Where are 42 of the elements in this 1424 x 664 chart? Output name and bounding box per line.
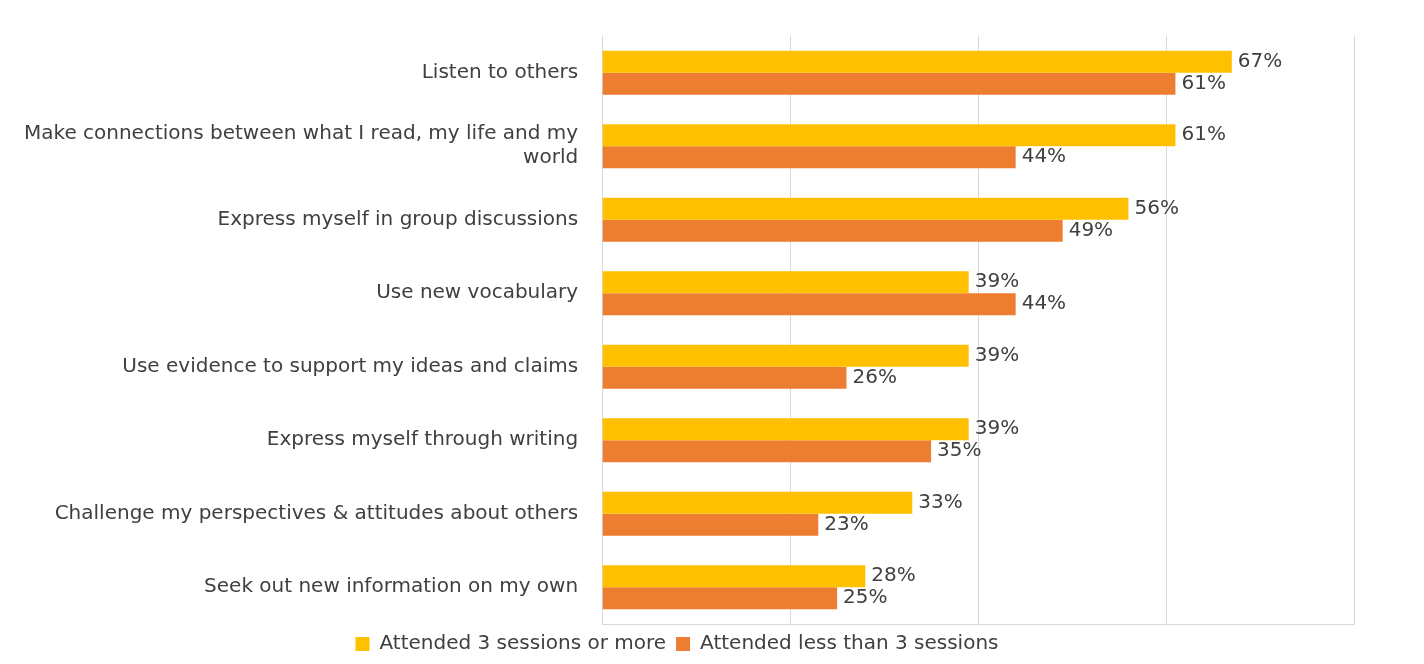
bar <box>602 50 1232 73</box>
bar <box>602 491 913 514</box>
data-label: 33% <box>918 488 963 513</box>
data-label: 39% <box>974 415 1020 440</box>
data-label: 56% <box>1134 194 1179 219</box>
data-label: 23% <box>824 510 869 535</box>
data-label: 39% <box>974 268 1020 293</box>
data-label: 49% <box>1068 216 1114 241</box>
bar <box>602 565 866 588</box>
bar <box>602 513 819 536</box>
bar <box>602 440 932 463</box>
bar <box>602 293 1016 316</box>
bar <box>602 197 1129 220</box>
bar <box>602 146 1016 169</box>
data-label: 35% <box>937 437 982 462</box>
data-label: 39% <box>974 341 1020 366</box>
data-label: 26% <box>852 363 897 388</box>
bar <box>602 366 847 389</box>
bar <box>602 418 969 441</box>
data-label: 28% <box>871 562 916 587</box>
y-tick-label: Listen to others <box>421 58 579 83</box>
bar <box>602 271 969 294</box>
data-label: 44% <box>1021 143 1067 168</box>
y-tick-label: Express myself in group discussions <box>217 205 579 230</box>
y-tick-label: Challenge my perspectives & attitudes about others <box>54 499 579 524</box>
y-tick-label: Use evidence to support my ideas and claims <box>122 352 579 377</box>
bar <box>602 219 1063 242</box>
y-tick-label: Make connections between what I read, my life and my world <box>23 120 579 169</box>
y-tick-label: Seek out new information on my own <box>204 573 579 598</box>
bar <box>602 344 969 367</box>
legend-label: Attended 3 sessions or more <box>379 630 667 655</box>
bar <box>602 587 838 610</box>
data-label: 25% <box>843 584 888 609</box>
y-tick-label: Use new vocabulary <box>376 279 579 304</box>
bar <box>602 124 1176 147</box>
y-tick-label: Express myself through writing <box>266 426 579 451</box>
legend-label: Attended less than 3 sessions <box>700 630 999 655</box>
bar <box>602 72 1176 95</box>
data-label: 67% <box>1237 47 1283 72</box>
data-label: 61% <box>1181 69 1226 94</box>
data-label: 44% <box>1021 290 1067 315</box>
data-label: 61% <box>1181 121 1226 146</box>
